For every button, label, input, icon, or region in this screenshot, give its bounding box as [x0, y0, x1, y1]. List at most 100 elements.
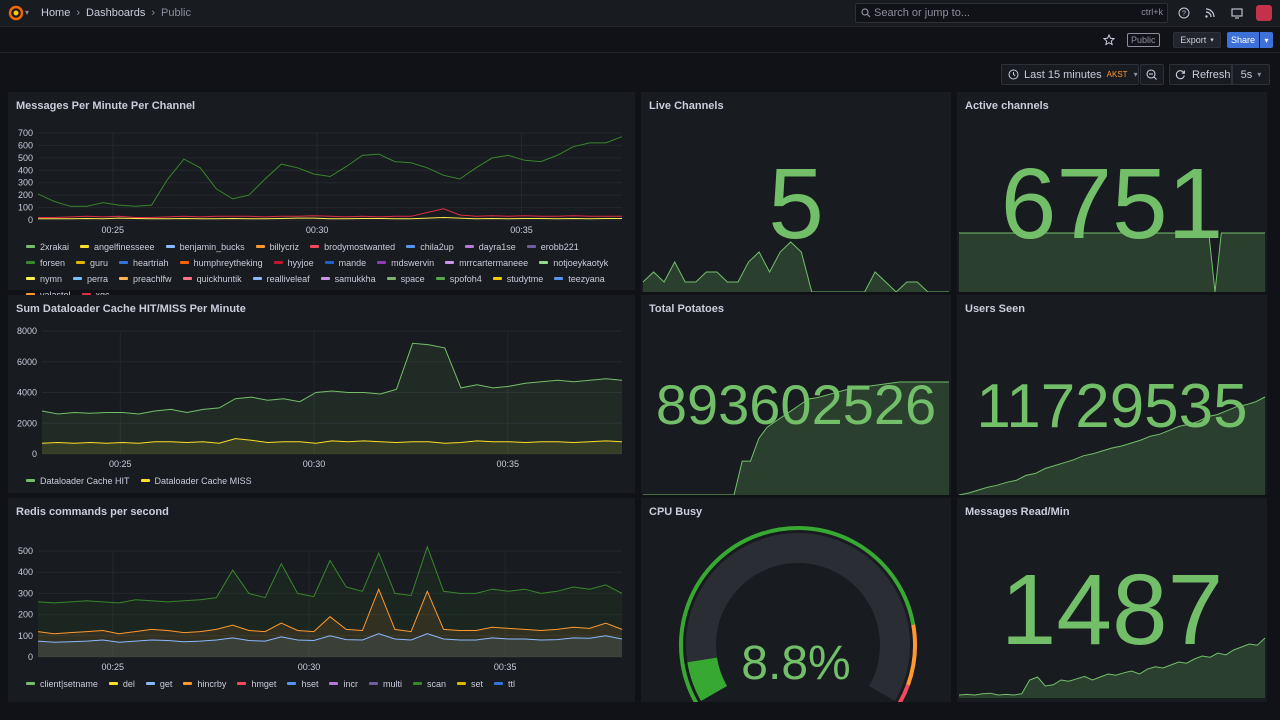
- timeseries-chart[interactable]: 0 100 200 300 400 500 00:25 00:30 00:35: [8, 498, 635, 678]
- help-icon[interactable]: ?: [1177, 6, 1191, 20]
- legend-item[interactable]: chila2up: [406, 241, 454, 252]
- legend-label: mrrcartermaneee: [459, 257, 529, 268]
- legend-item[interactable]: perra: [73, 273, 108, 284]
- monitor-icon[interactable]: [1230, 6, 1244, 20]
- timeseries-chart[interactable]: 0 2000 4000 6000 8000 00:25 00:30 00:35: [8, 295, 635, 470]
- legend-item[interactable]: scan: [412, 678, 446, 689]
- legend-item[interactable]: notjoeykaotyk: [539, 257, 608, 268]
- timeseries-chart[interactable]: 0 100 200 300 400 500 600 700 00:25 00:30 00:35: [8, 92, 635, 242]
- series-line[interactable]: [41, 342, 623, 415]
- y-tick-label: 300: [18, 178, 33, 188]
- time-range-picker[interactable]: Last 15 minutes AKST ▾: [1001, 64, 1139, 85]
- series-line[interactable]: [41, 438, 623, 444]
- legend-item[interactable]: space: [386, 273, 425, 284]
- y-tick-label: 700: [18, 128, 33, 138]
- legend-item[interactable]: client|setname: [26, 678, 98, 689]
- legend-item[interactable]: set: [457, 678, 483, 689]
- legend-item[interactable]: ttl: [494, 678, 515, 689]
- share-options-chevron-icon[interactable]: ▾: [1260, 32, 1273, 48]
- legend-item[interactable]: erobb221: [526, 241, 579, 252]
- legend-item[interactable]: dayra1se: [464, 241, 516, 252]
- legend-item[interactable]: hset: [287, 678, 318, 689]
- legend-item[interactable]: multi: [368, 678, 402, 689]
- star-icon[interactable]: [1103, 34, 1115, 46]
- legend-item[interactable]: teezyana: [554, 273, 605, 284]
- legend-item[interactable]: heartriah: [119, 257, 169, 268]
- export-button[interactable]: Export ▾: [1173, 32, 1221, 48]
- share-button[interactable]: Share: [1227, 32, 1259, 48]
- legend-item[interactable]: xqc: [81, 289, 110, 300]
- panel-cpu-busy[interactable]: CPU Busy 8.8%: [641, 498, 951, 702]
- refresh-interval-picker[interactable]: 5s ▾: [1232, 64, 1270, 85]
- legend-item[interactable]: guru: [76, 257, 108, 268]
- gauge-value: 8.8%: [741, 637, 851, 690]
- panel-live-channels[interactable]: Live Channels 5: [641, 92, 951, 292]
- series-line[interactable]: [37, 545, 623, 604]
- zoom-out-button[interactable]: [1140, 64, 1164, 85]
- search-shortcut: ctrl+k: [1141, 7, 1163, 17]
- panel-messages-read[interactable]: Messages Read/Min 1487: [957, 498, 1267, 702]
- panel-active-channels[interactable]: Active channels 6751: [957, 92, 1267, 292]
- legend-item[interactable]: billycriz: [255, 241, 300, 252]
- y-tick-label: 4000: [17, 388, 37, 398]
- legend-label: billycriz: [269, 241, 300, 252]
- legend-item[interactable]: samukkha: [320, 273, 376, 284]
- search-input[interactable]: Search or jump to... ctrl+k: [855, 3, 1168, 23]
- legend-item[interactable]: forsen: [26, 257, 65, 268]
- legend-item[interactable]: Dataloader Cache MISS: [140, 475, 252, 486]
- breadcrumb-dashboards[interactable]: Dashboards: [86, 7, 146, 19]
- legend-swatch: [329, 682, 339, 685]
- legend-item[interactable]: preachlfw: [119, 273, 172, 284]
- chart-legend: 2xrakai angelfinesseee benjamin_bucks billy…: [26, 241, 626, 300]
- legend-item[interactable]: valastol: [26, 289, 71, 300]
- breadcrumb-home[interactable]: Home: [41, 7, 71, 19]
- stat-value: 6751: [1000, 148, 1224, 260]
- legend-item[interactable]: benjamin_bucks: [165, 241, 245, 252]
- legend-swatch: [119, 277, 129, 280]
- series-line[interactable]: [37, 633, 623, 643]
- legend-swatch: [406, 245, 416, 248]
- series-line[interactable]: [37, 136, 623, 207]
- rss-feed-icon[interactable]: [1203, 6, 1217, 20]
- series-line[interactable]: [38, 208, 622, 218]
- chart-legend: client|setname del get hincrby hmget hset incr…: [26, 678, 626, 689]
- panel-users-seen[interactable]: Users Seen 11729535: [957, 295, 1267, 495]
- chevron-down-icon[interactable]: ▾: [25, 8, 30, 17]
- legend-swatch: [165, 245, 175, 248]
- refresh-button[interactable]: Refresh: [1169, 64, 1232, 85]
- legend-item[interactable]: incr: [329, 678, 358, 689]
- legend-item[interactable]: Dataloader Cache HIT: [26, 475, 130, 486]
- legend-item[interactable]: brodymostwanted: [310, 241, 395, 252]
- legend-item[interactable]: mande: [324, 257, 366, 268]
- panel-dataloader-cache[interactable]: Sum Dataloader Cache HIT/MISS Per Minute…: [8, 295, 635, 493]
- panel-messages-per-minute[interactable]: Messages Per Minute Per Channel 0 100 200 3…: [8, 92, 635, 300]
- legend-item[interactable]: studytme: [492, 273, 543, 284]
- legend-label: del: [122, 678, 135, 689]
- legend-item[interactable]: realliveleaf: [252, 273, 310, 284]
- legend-swatch: [26, 293, 35, 296]
- legend-label: angelfinesseee: [94, 241, 155, 252]
- legend-item[interactable]: mrrcartermaneee: [445, 257, 528, 268]
- panel-total-potatoes[interactable]: Total Potatoes 893602526: [641, 295, 951, 495]
- legend-item[interactable]: hyyjoe: [273, 257, 314, 268]
- legend-item[interactable]: hincrby: [183, 678, 226, 689]
- legend-item[interactable]: 2xrakai: [26, 241, 69, 252]
- legend-item[interactable]: quickhuntik: [182, 273, 242, 284]
- legend-item[interactable]: get: [145, 678, 172, 689]
- legend-swatch: [108, 682, 118, 685]
- legend-swatch: [368, 682, 378, 685]
- series-line[interactable]: [37, 587, 623, 635]
- legend-item[interactable]: hmget: [237, 678, 276, 689]
- legend-swatch: [464, 245, 474, 248]
- panel-title: Active channels: [965, 100, 1049, 112]
- legend-item[interactable]: angelfinesseee: [80, 241, 155, 252]
- avatar[interactable]: [1256, 5, 1272, 21]
- legend-item[interactable]: mdswervin: [377, 257, 434, 268]
- grafana-logo-icon[interactable]: [8, 5, 24, 21]
- legend-item[interactable]: nymn: [26, 273, 62, 284]
- panel-redis-commands[interactable]: Redis commands per second 0 100 200 300 400 5…: [8, 498, 635, 702]
- series-line[interactable]: [38, 216, 622, 220]
- legend-item[interactable]: spofoh4: [435, 273, 482, 284]
- legend-item[interactable]: humphreytheking: [179, 257, 263, 268]
- legend-item[interactable]: del: [108, 678, 135, 689]
